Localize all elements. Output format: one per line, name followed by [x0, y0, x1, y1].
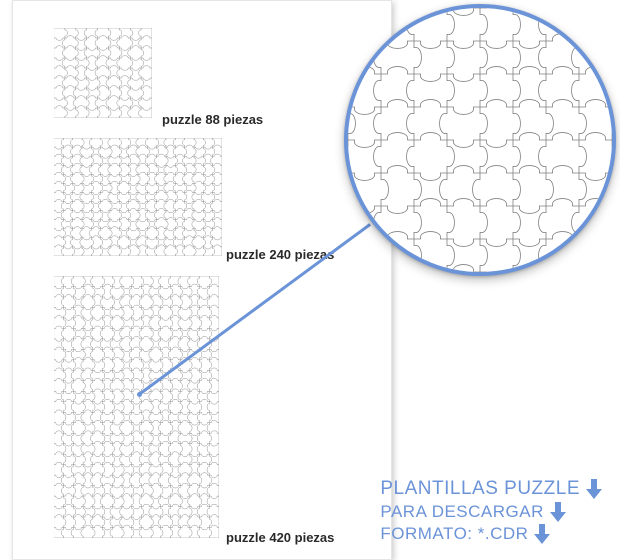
puzzle-thumbnail	[54, 276, 219, 538]
zoom-origin-dot	[137, 392, 142, 397]
zoom-lens	[344, 4, 616, 276]
promo-line-1: PLANTILLAS PUZZLE	[380, 478, 602, 500]
promo-line-2: PARA DESCARGAR	[380, 502, 602, 522]
promo-text-2: PARA DESCARGAR	[380, 502, 544, 522]
download-arrow-icon	[534, 524, 550, 544]
promo-text-1: PLANTILLAS PUZZLE	[380, 478, 580, 500]
puzzle-thumbnail	[54, 28, 152, 118]
download-arrow-icon	[550, 502, 566, 522]
download-arrow-icon	[586, 479, 602, 499]
puzzle-label: puzzle 420 piezas	[226, 530, 334, 545]
zoom-puzzle-grid	[344, 4, 616, 276]
puzzle-thumbnail	[54, 138, 222, 256]
document-page: puzzle 88 piezas puzzle 240 piezas puzzl…	[12, 0, 392, 560]
puzzle-label: puzzle 88 piezas	[162, 112, 263, 127]
promo-block: PLANTILLAS PUZZLE PARA DESCARGAR FORMATO…	[380, 476, 602, 546]
promo-line-3: FORMATO: *.CDR	[380, 524, 602, 544]
promo-text-3: FORMATO: *.CDR	[380, 524, 528, 544]
